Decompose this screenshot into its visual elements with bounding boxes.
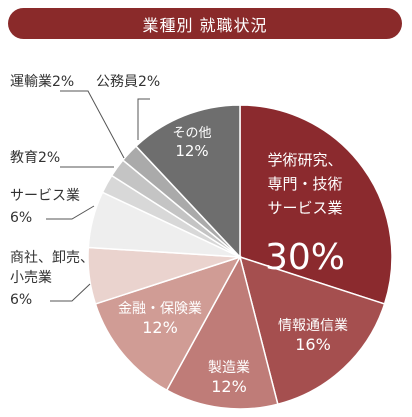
- slice-category-label: サービス業: [10, 188, 80, 204]
- pie-slice-9: [134, 104, 241, 259]
- pie-slice-1: [238, 255, 386, 406]
- slice-category-label: 商社、卸売、: [10, 250, 94, 266]
- slice-callout-8: 公務員2%: [96, 74, 160, 140]
- slice-value-label: 30%: [265, 237, 345, 278]
- slice-category-label: 教育2%: [10, 150, 60, 166]
- slice-value-label: 12%: [211, 377, 247, 396]
- slice-callout-6: 教育2%: [10, 150, 114, 168]
- chart-title: 業種別 就職状況: [8, 8, 402, 39]
- slice-category-label: 情報通信業: [278, 318, 348, 334]
- slice-category-label: 公務員2%: [96, 74, 160, 90]
- slice-value-label: 12%: [142, 318, 178, 337]
- slice-category-label: 製造業: [208, 360, 250, 376]
- slice-callout-5: サービス業 6%: [10, 188, 95, 226]
- slice-value-label: 12%: [175, 142, 208, 160]
- slice-category-label: サービス業: [267, 199, 342, 217]
- slice-category-label: その他: [172, 126, 211, 141]
- slice-callout-7: 運輸業2%: [10, 74, 125, 159]
- leader-line: [50, 283, 91, 302]
- slice-category-label: 学術研究、: [267, 151, 342, 169]
- leader-line: [60, 90, 125, 159]
- pie-slice-2: [165, 254, 279, 410]
- slice-value-label: 6%: [10, 292, 32, 308]
- slice-category-label: 運輸業2%: [10, 74, 74, 90]
- pie-slice-3: [94, 255, 242, 392]
- pie-slice-0: [239, 104, 393, 305]
- leader-line: [46, 205, 95, 220]
- leader-line: [137, 98, 150, 140]
- slice-value-label: 6%: [10, 210, 32, 226]
- slice-callout-4: 商社、卸売、小売業 6%: [10, 250, 94, 308]
- slice-category-label: 専門・技術: [267, 175, 342, 193]
- slice-category-label: 小売業: [10, 270, 52, 286]
- slice-value-label: 16%: [295, 335, 331, 354]
- slice-category-label: 金融・保険業: [118, 301, 202, 317]
